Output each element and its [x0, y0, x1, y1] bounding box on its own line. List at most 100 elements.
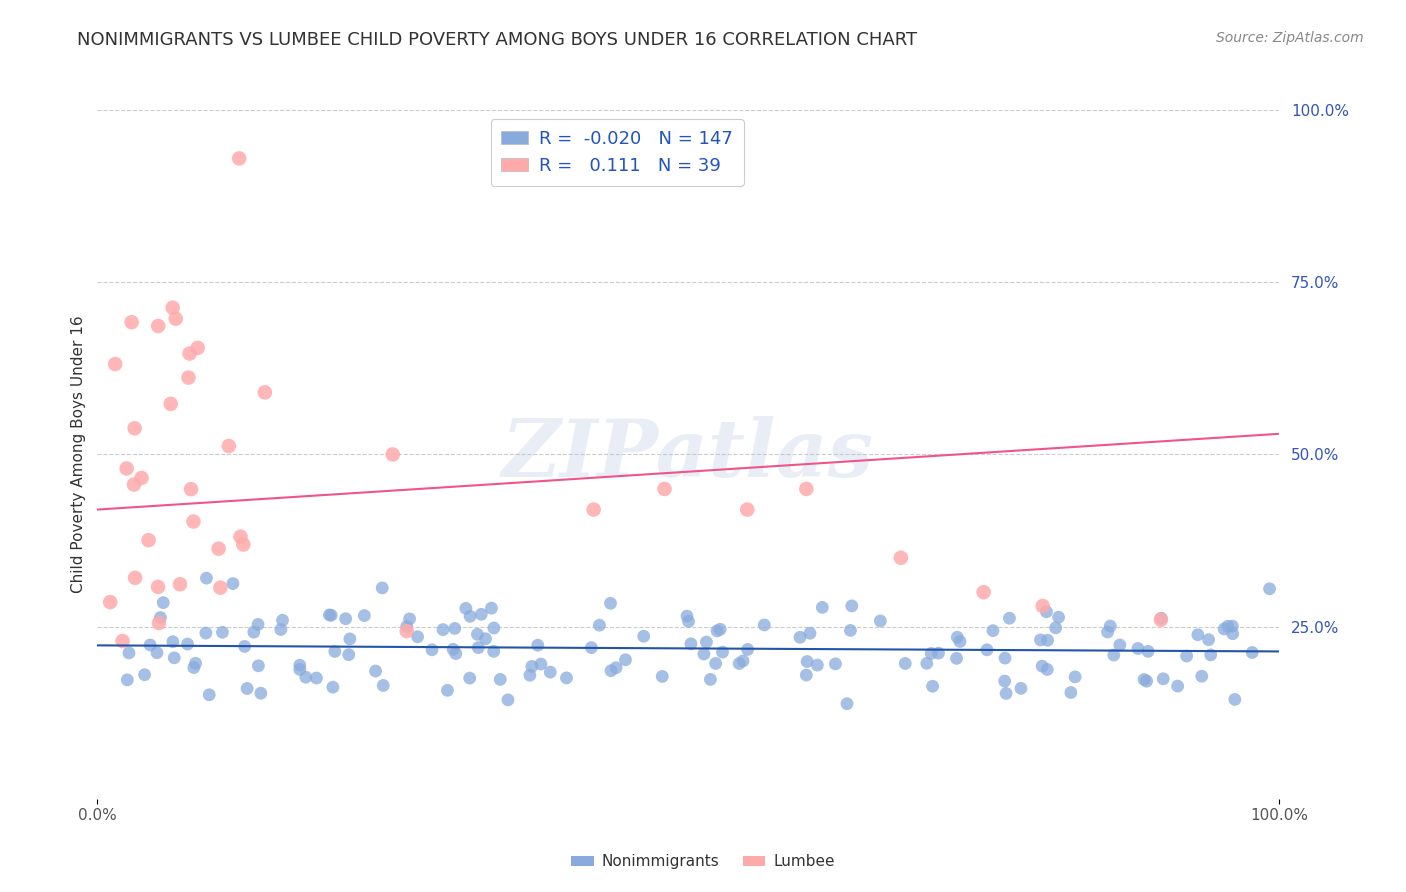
Point — [177, 370, 200, 384]
Point — [104, 357, 127, 371]
Point — [159, 397, 181, 411]
Point — [709, 623, 731, 637]
Point — [373, 678, 395, 692]
Point — [149, 610, 172, 624]
Point — [305, 671, 328, 685]
Point — [1045, 621, 1067, 635]
Point — [180, 482, 202, 496]
Point — [796, 655, 818, 669]
Point — [162, 301, 184, 315]
Point — [526, 638, 548, 652]
Point — [243, 625, 266, 640]
Point — [148, 615, 170, 630]
Point — [1108, 638, 1130, 652]
Point — [994, 674, 1017, 689]
Point — [271, 613, 294, 627]
Point — [754, 618, 776, 632]
Point — [288, 662, 311, 676]
Point — [946, 630, 969, 644]
Point — [1032, 599, 1054, 613]
Point — [1213, 622, 1236, 636]
Point — [152, 596, 174, 610]
Point — [1102, 648, 1125, 662]
Point — [124, 421, 146, 435]
Point — [1126, 641, 1149, 656]
Point — [163, 650, 186, 665]
Point — [323, 644, 346, 658]
Point — [218, 439, 240, 453]
Point — [1031, 659, 1053, 673]
Point — [250, 686, 273, 700]
Point — [321, 608, 343, 623]
Point — [796, 482, 818, 496]
Text: Source: ZipAtlas.com: Source: ZipAtlas.com — [1216, 31, 1364, 45]
Point — [146, 580, 169, 594]
Point — [337, 648, 360, 662]
Point — [118, 646, 141, 660]
Point — [869, 614, 891, 628]
Point — [111, 634, 134, 648]
Point — [994, 651, 1017, 665]
Point — [470, 607, 492, 622]
Point — [981, 624, 1004, 638]
Point — [371, 581, 394, 595]
Point — [1060, 685, 1083, 699]
Point — [1187, 628, 1209, 642]
Point — [496, 693, 519, 707]
Point — [928, 646, 950, 660]
Point — [115, 461, 138, 475]
Point — [538, 665, 561, 680]
Point — [704, 657, 727, 671]
Point — [247, 658, 270, 673]
Point — [811, 600, 834, 615]
Point — [183, 660, 205, 674]
Point — [432, 623, 454, 637]
Point — [443, 621, 465, 635]
Point — [973, 585, 995, 599]
Point — [232, 537, 254, 551]
Point — [841, 599, 863, 613]
Point — [121, 315, 143, 329]
Point — [998, 611, 1021, 625]
Point — [599, 596, 621, 610]
Point — [711, 645, 734, 659]
Point — [122, 477, 145, 491]
Point — [1167, 679, 1189, 693]
Point — [1191, 669, 1213, 683]
Point — [1133, 673, 1156, 687]
Point — [489, 673, 512, 687]
Text: NONIMMIGRANTS VS LUMBEE CHILD POVERTY AMONG BOYS UNDER 16 CORRELATION CHART: NONIMMIGRANTS VS LUMBEE CHILD POVERTY AM… — [77, 31, 918, 49]
Point — [806, 658, 828, 673]
Point — [728, 657, 751, 671]
Point — [165, 311, 187, 326]
Point — [1223, 692, 1246, 706]
Point — [481, 601, 503, 615]
Point — [458, 671, 481, 685]
Point — [482, 644, 505, 658]
Point — [890, 550, 912, 565]
Point — [364, 664, 387, 678]
Point — [1036, 663, 1059, 677]
Point — [921, 679, 943, 693]
Point — [444, 647, 467, 661]
Point — [695, 635, 717, 649]
Point — [183, 515, 205, 529]
Point — [169, 577, 191, 591]
Point — [335, 612, 357, 626]
Point — [1150, 613, 1173, 627]
Point — [1047, 610, 1070, 624]
Point — [467, 640, 489, 655]
Point — [353, 608, 375, 623]
Point — [1137, 644, 1160, 658]
Point — [139, 638, 162, 652]
Point — [835, 697, 858, 711]
Point — [420, 642, 443, 657]
Point — [482, 621, 505, 635]
Point — [1136, 674, 1159, 689]
Point — [454, 601, 477, 615]
Point — [1241, 645, 1264, 659]
Point — [920, 647, 942, 661]
Point — [799, 626, 821, 640]
Point — [1258, 582, 1281, 596]
Point — [148, 318, 170, 333]
